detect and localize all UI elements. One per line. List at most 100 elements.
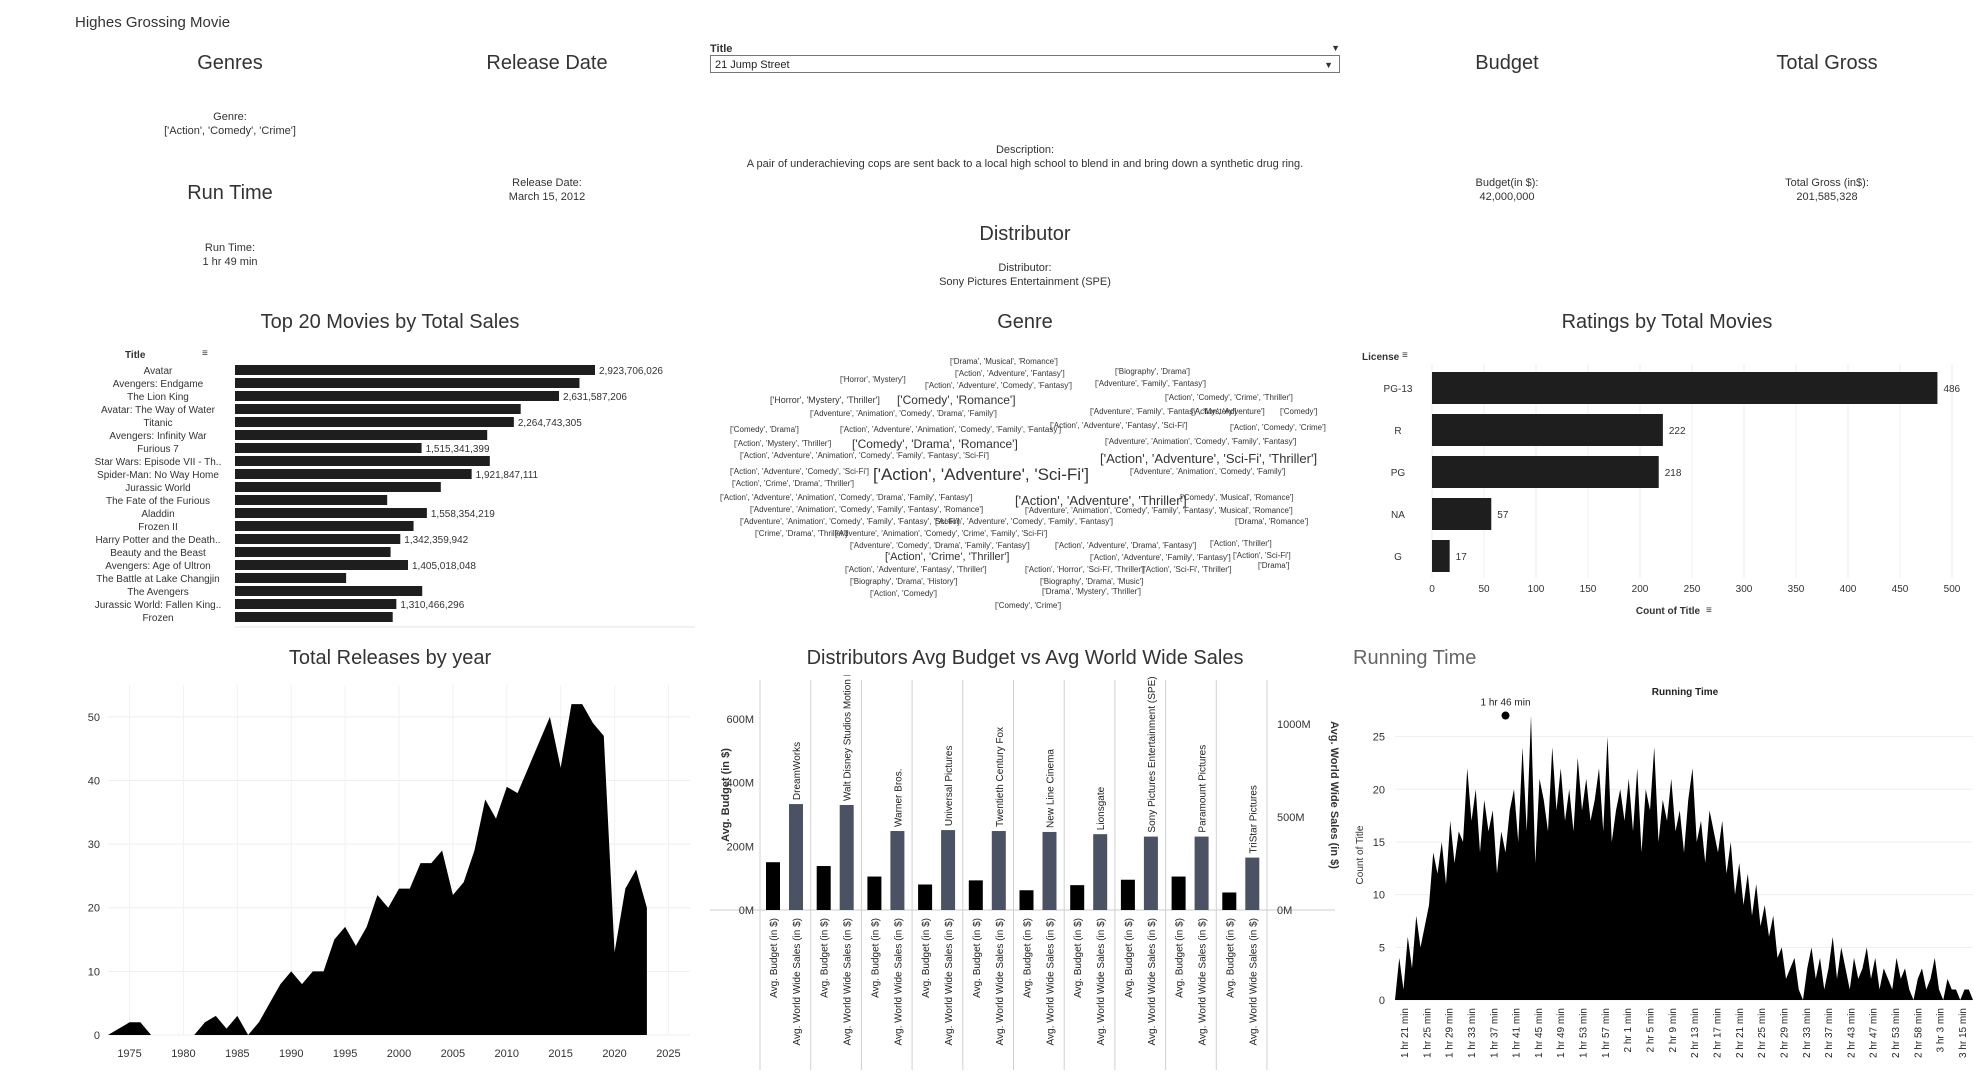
genres-label: Genre: — [213, 111, 247, 123]
ratings-tick: 50 — [1478, 584, 1490, 595]
releases-y-tick: 40 — [88, 775, 100, 787]
dist-left-tick: 600M — [726, 714, 754, 726]
dist-measure-label: Avg. World Wide Sales (in $) — [792, 918, 803, 1045]
genre-word: ['Action', 'Adventure', 'Sci-Fi', 'Thril… — [1100, 451, 1318, 466]
ratings-label: NA — [1391, 510, 1405, 521]
dist-budget-bar — [968, 880, 983, 910]
running-x-tick: 2 hr 58 min — [1913, 1008, 1924, 1058]
dist-measure-label: Avg. World Wide Sales (in $) — [893, 918, 904, 1045]
genre-word: ['Action', 'Adventure', 'Fantasy'] — [955, 369, 1065, 378]
running-area — [1395, 715, 1973, 1000]
running-x-tick: 3 hr 15 min — [1958, 1008, 1969, 1058]
top20-bar — [235, 573, 347, 583]
running-x-tick: 1 hr 29 min — [1445, 1008, 1456, 1058]
ratings-tick: 200 — [1632, 584, 1649, 595]
ratings-value-label: 218 — [1665, 468, 1682, 479]
title-filter-header: Title ▼ — [710, 43, 1340, 55]
genre-word: ['Action', 'Adventure', 'Animation', 'Co… — [740, 451, 990, 460]
running-x-tick: 2 hr 13 min — [1690, 1008, 1701, 1058]
total-gross-title: Total Gross — [1776, 52, 1878, 74]
top20-bar — [235, 391, 560, 401]
title-select[interactable]: 21 Jump Street ▼ — [710, 55, 1340, 73]
releases-x-tick: 2015 — [548, 1048, 572, 1060]
genre-word: ['Adventure', 'Animation', 'Comedy', 'Fa… — [1025, 506, 1293, 515]
dist-sales-bar — [1143, 836, 1158, 910]
running-chart: Running Time 0 5 10 15 20 25 Count of Title 1 hr… — [1355, 687, 1973, 1058]
dist-category-label: DreamWorks — [792, 742, 803, 800]
ratings-bar — [1432, 498, 1492, 530]
genre-word: ['Drama', 'Musical', 'Romance'] — [950, 357, 1058, 366]
distributor-value: Sony Pictures Entertainment (SPE) — [939, 276, 1111, 288]
ratings-tick: 400 — [1840, 584, 1857, 595]
running-x-tick: 2 hr 1 min — [1623, 1008, 1634, 1052]
top20-bar — [235, 417, 514, 427]
dist-measure-label: Avg. World Wide Sales (in $) — [944, 918, 955, 1045]
running-chart-title: Running Time — [1652, 687, 1719, 698]
genre-word: ['Comedy', 'Drama'] — [730, 425, 799, 434]
top20-label: Jurassic World: Fallen King.. — [95, 600, 222, 611]
release-date-value: March 15, 2012 — [508, 191, 586, 203]
dist-measure-label: Avg. Budget (in $) — [769, 918, 780, 998]
ratings-tick: 450 — [1892, 584, 1909, 595]
releases-area — [108, 704, 647, 1035]
chevron-down-icon[interactable]: ▼ — [1324, 60, 1333, 70]
running-y-tick: 15 — [1373, 837, 1385, 849]
dist-sales-bar — [1042, 831, 1057, 910]
sort-icon: ≡ — [1706, 605, 1712, 616]
running-x-tick: 2 hr 29 min — [1779, 1008, 1790, 1058]
genre-word: ['Action', 'Thriller'] — [1210, 539, 1272, 548]
distributor-title: Distributor — [979, 223, 1071, 245]
genre-word: ['Action', 'Crime', 'Drama', 'Thriller'] — [732, 479, 855, 488]
running-x-tick: 2 hr 53 min — [1891, 1008, 1902, 1058]
ratings-axis-title: Count of Title — [1636, 606, 1701, 617]
top20-bar — [235, 521, 414, 531]
top20-bar — [235, 443, 422, 453]
ratings-value-label: 486 — [1943, 384, 1960, 395]
filter-menu-icon[interactable]: ▼ — [1331, 43, 1340, 53]
top20-label: Furious 7 — [137, 444, 179, 455]
genre-word: ['Biography', 'Drama', 'History'] — [850, 577, 958, 586]
total-gross-info: Total Gross (in$): 201,585,328 — [1677, 176, 1977, 204]
ratings-title: Ratings by Total Movies — [1561, 311, 1773, 333]
total-gross-label: Total Gross (in$): — [1785, 177, 1869, 189]
genre-word: ['Adventure', 'Animation', 'Comedy', 'Cr… — [835, 529, 1048, 538]
genre-word: ['Action', 'Crime', 'Thriller'] — [885, 551, 1010, 563]
genre-word: ['Action', 'Adventure', 'Comedy', 'Fanta… — [925, 381, 1072, 390]
dist-measure-label: Avg. World Wide Sales (in $) — [1096, 918, 1107, 1045]
top20-value-label: 2,264,743,305 — [518, 418, 582, 429]
title-filter[interactable]: Title ▼ 21 Jump Street ▼ — [710, 43, 1340, 73]
genre-word: ['Action', 'Horror', 'Sci-Fi', 'Thriller… — [1025, 565, 1145, 574]
dist-budget-bar — [1070, 885, 1085, 910]
top20-bar — [235, 599, 397, 609]
dist-measure-label: Avg. Budget (in $) — [1175, 918, 1186, 998]
dist-right-tick: 1000M — [1277, 719, 1311, 731]
genre-word: ['Action', 'Adventure', 'Animation', 'Co… — [720, 493, 973, 502]
dist-measure-label: Avg. Budget (in $) — [1124, 918, 1135, 998]
dist-category-label: Sony Pictures Entertainment (SPE) — [1147, 676, 1158, 832]
genre-word: ['Drama', 'Mystery', 'Thriller'] — [1042, 587, 1141, 596]
top20-label: Avatar — [144, 366, 173, 377]
dist-budget-bar — [816, 866, 831, 910]
top20-value-label: 1,342,359,942 — [404, 535, 468, 546]
running-x-tick: 1 hr 45 min — [1534, 1008, 1545, 1058]
top20-label: The Lion King — [127, 392, 189, 403]
running-axis-title: Count of Title — [1355, 825, 1366, 884]
dist-right-axis-title: Avg. World Wide Sales (in $) — [1328, 721, 1340, 869]
top20-label: Spider-Man: No Way Home — [97, 470, 219, 481]
dist-sales-bar — [1194, 836, 1209, 910]
dist-category-label: Twentieth Century Fox — [995, 727, 1006, 827]
top20-chart: Title ≡ Avatar 2,923,706,026 Avengers: Endga… — [95, 348, 695, 628]
dist-measure-label: Avg. Budget (in $) — [870, 918, 881, 998]
genre-word: ['Action', 'Adventure', 'Drama', 'Fantas… — [1055, 541, 1197, 550]
top20-bar — [235, 612, 393, 622]
top20-bar — [235, 560, 409, 570]
ratings-tick: 500 — [1944, 584, 1961, 595]
top20-bar — [235, 378, 580, 388]
top20-value-label: 1,310,466,296 — [400, 600, 464, 611]
distributors-title: Distributors Avg Budget vs Avg World Wid… — [806, 647, 1244, 669]
dist-sales-bar — [1093, 834, 1108, 910]
release-date-label: Release Date: — [512, 177, 582, 189]
distributor-info: Distributor: Sony Pictures Entertainment… — [875, 261, 1175, 289]
top20-value-label: 1,515,341,399 — [426, 444, 490, 455]
running-y-tick: 20 — [1373, 784, 1385, 796]
